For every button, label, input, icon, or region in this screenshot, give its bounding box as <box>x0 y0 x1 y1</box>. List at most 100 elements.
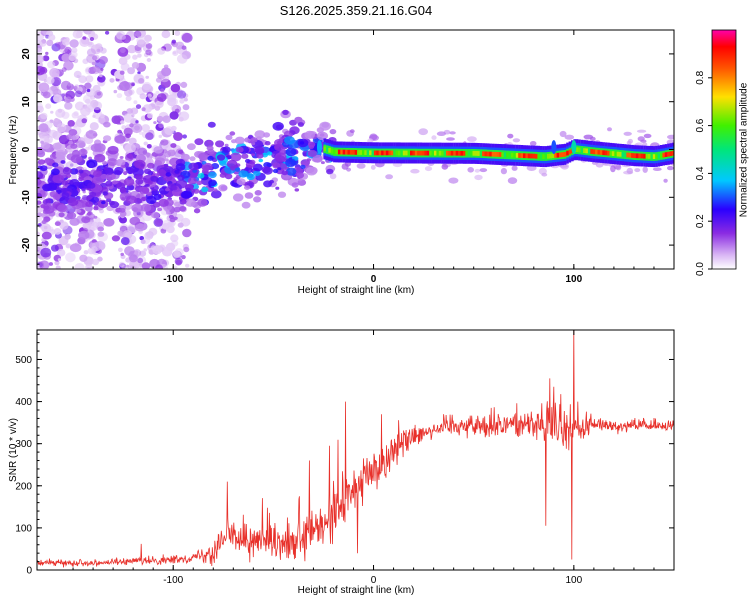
heatmap-feature-blob <box>316 140 322 155</box>
heatmap-band-blob <box>194 138 204 146</box>
heatmap-ridge-cell <box>530 153 533 159</box>
heatmap-band-blob <box>281 170 289 176</box>
heatmap-ridge-cell <box>611 151 615 156</box>
heatmap-band-blob <box>125 133 131 139</box>
heatmap-ridge-cell <box>434 150 437 156</box>
heatmap-ridge-cell <box>352 149 355 155</box>
heatmap-ridge-cell <box>417 150 420 156</box>
heatmap-ridge-cell <box>657 153 661 159</box>
heatmap-ridge-cell <box>525 153 528 159</box>
heatmap-noise-blob <box>161 67 172 77</box>
snr-ytick-label: 100 <box>15 523 32 534</box>
heatmap-band-blob <box>300 164 306 169</box>
heatmap-band-blob <box>103 218 115 227</box>
heatmap-feature-blob <box>551 140 557 155</box>
heatmap-halo-blob <box>541 172 548 177</box>
heatmap-noise-blob <box>91 246 98 252</box>
heatmap-band-blob <box>111 235 120 242</box>
heatmap-noise-blob <box>47 226 54 232</box>
heatmap-band-blob <box>207 155 214 161</box>
heatmap-noise-blob <box>131 114 135 118</box>
heatmap-noise-blob <box>68 54 77 62</box>
heatmap-noise-blob <box>48 129 58 138</box>
heatmap-noise-blob <box>156 93 167 102</box>
heatmap-noise-blob <box>145 75 149 79</box>
heatmap-band-blob <box>312 154 323 163</box>
heatmap-ridge-cell <box>453 150 456 156</box>
heatmap-band-blob <box>234 136 245 145</box>
heatmap-noise-blob <box>83 250 89 255</box>
snr-xtick-label: 100 <box>565 575 582 586</box>
heatmap-band-blob <box>297 122 304 127</box>
heatmap-ridge-cell <box>398 150 401 156</box>
heatmap-ridge-cell <box>501 152 504 158</box>
heatmap-ridge-cell <box>357 150 360 155</box>
heatmap-band-blob <box>198 152 209 161</box>
heatmap-band-blob <box>329 129 337 135</box>
heatmap-noise-blob <box>129 254 138 263</box>
heatmap-band-blob <box>56 189 62 194</box>
heatmap-band-blob <box>61 192 70 199</box>
heatmap-ridge-cell <box>450 150 454 156</box>
heatmap-band-blob <box>78 142 86 148</box>
heatmap-ridge-cell <box>340 149 343 155</box>
heatmap-noise-blob <box>113 89 118 94</box>
heatmap-noise-blob <box>48 262 54 266</box>
heatmap-halo-blob <box>610 165 616 173</box>
heatmap-band-blob <box>97 231 105 237</box>
heatmap-ridge-cell <box>472 150 476 156</box>
heatmap-noise-blob <box>74 263 85 269</box>
colorbar-ticks: 0.0 0.2 0.4 0.6 0.8 <box>695 29 737 276</box>
heatmap-ridge-cell <box>602 150 605 156</box>
heatmap-noise-blob <box>55 265 61 269</box>
heatmap-band-blob <box>86 159 98 168</box>
heatmap-noise-blob <box>118 261 125 268</box>
heatmap-ridge-cell <box>623 152 627 158</box>
heatmap-band-blob <box>52 174 64 184</box>
heatmap-band-blob <box>236 178 246 186</box>
heatmap-noise-blob <box>141 107 146 112</box>
heatmap-noise-blob <box>45 103 52 109</box>
heatmap-noise-blob <box>79 254 88 262</box>
heatmap-ridge-cell <box>535 153 538 159</box>
heatmap-ridge-cell <box>609 151 613 156</box>
heatmap-ridge-cell <box>337 149 341 155</box>
heatmap-band-blob <box>264 141 271 146</box>
heatmap-band-blob <box>44 184 50 189</box>
heatmap-band-blob <box>54 221 61 226</box>
heatmap-noise-blob <box>178 116 184 122</box>
heatmap-noise-blob <box>173 132 183 141</box>
heatmap-noise-blob <box>145 49 152 56</box>
heatmap-noise-blob <box>160 88 165 93</box>
heatmap-band-blob <box>126 184 135 191</box>
heatmap-band-blob <box>175 163 186 171</box>
heatmap-band-blob <box>70 154 83 164</box>
heatmap-band-blob <box>102 191 108 196</box>
heatmap-ridge-cell <box>494 151 497 157</box>
heatmap-band-blob <box>269 179 274 184</box>
heatmap-band-blob <box>224 143 229 147</box>
heatmap-noise-blob <box>150 245 156 251</box>
heatmap-noise-blob <box>181 255 186 260</box>
heatmap-band-blob <box>92 175 105 185</box>
snr-ylabel: SNR (10 * v/v) <box>8 418 19 482</box>
heatmap-band-blob <box>207 140 212 144</box>
heatmap-band-blob <box>219 172 227 178</box>
heatmap-band-blob <box>246 173 254 179</box>
heatmap-band-blob <box>135 178 144 185</box>
heatmap-ridge-cell <box>405 150 408 156</box>
heatmap-band-blob <box>89 191 97 197</box>
heatmap-ridge-cell <box>496 152 500 157</box>
heatmap-ridge-cell <box>595 149 598 155</box>
heatmap-ridge-cell <box>559 152 562 158</box>
chart-title: S126.2025.359.21.16.G04 <box>280 3 433 18</box>
heatmap-band-blob <box>213 188 218 192</box>
heatmap-band-blob <box>177 174 185 181</box>
heatmap-noise-blob <box>54 118 59 122</box>
snr-background <box>37 330 674 570</box>
heatmap-noise-blob <box>141 262 151 269</box>
heatmap-band-blob <box>90 143 102 152</box>
heatmap-noise-blob <box>119 70 125 75</box>
heatmap-ridge-cell <box>474 151 478 156</box>
heatmap-band-blob <box>85 130 98 139</box>
